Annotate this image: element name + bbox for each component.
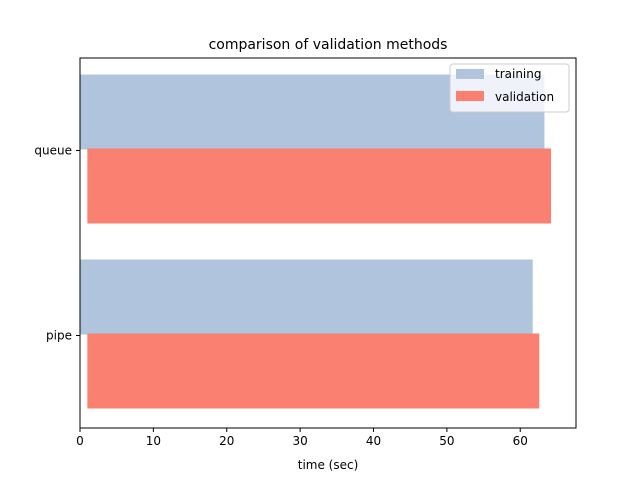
- y-tick-label-pipe: pipe: [46, 329, 72, 343]
- legend: training validation: [449, 63, 570, 113]
- x-tick-label-20: 20: [219, 434, 234, 448]
- x-axis-label: time (sec): [298, 458, 359, 472]
- x-tick-label-60: 60: [513, 434, 528, 448]
- plot-area-frame: [79, 57, 577, 429]
- x-tick-label-40: 40: [366, 434, 381, 448]
- x-tick-label-50: 50: [439, 434, 454, 448]
- x-tick-label-0: 0: [76, 434, 84, 448]
- legend-label-training: training: [495, 67, 542, 81]
- bar-training-pipe: [80, 259, 533, 335]
- x-tick-label-10: 10: [146, 434, 161, 448]
- x-axis: 0 10 20 30 40 50 60: [76, 428, 528, 448]
- y-axis: queue pipe: [34, 144, 80, 343]
- y-tick-label-queue: queue: [34, 144, 72, 158]
- bar-validation-pipe: [87, 333, 540, 409]
- legend-swatch-validation: [456, 91, 484, 101]
- bar-validation-queue: [87, 148, 552, 224]
- x-tick-label-30: 30: [292, 434, 307, 448]
- legend-swatch-training: [456, 69, 484, 79]
- legend-label-validation: validation: [495, 90, 554, 104]
- chart-title: comparison of validation methods: [209, 37, 448, 53]
